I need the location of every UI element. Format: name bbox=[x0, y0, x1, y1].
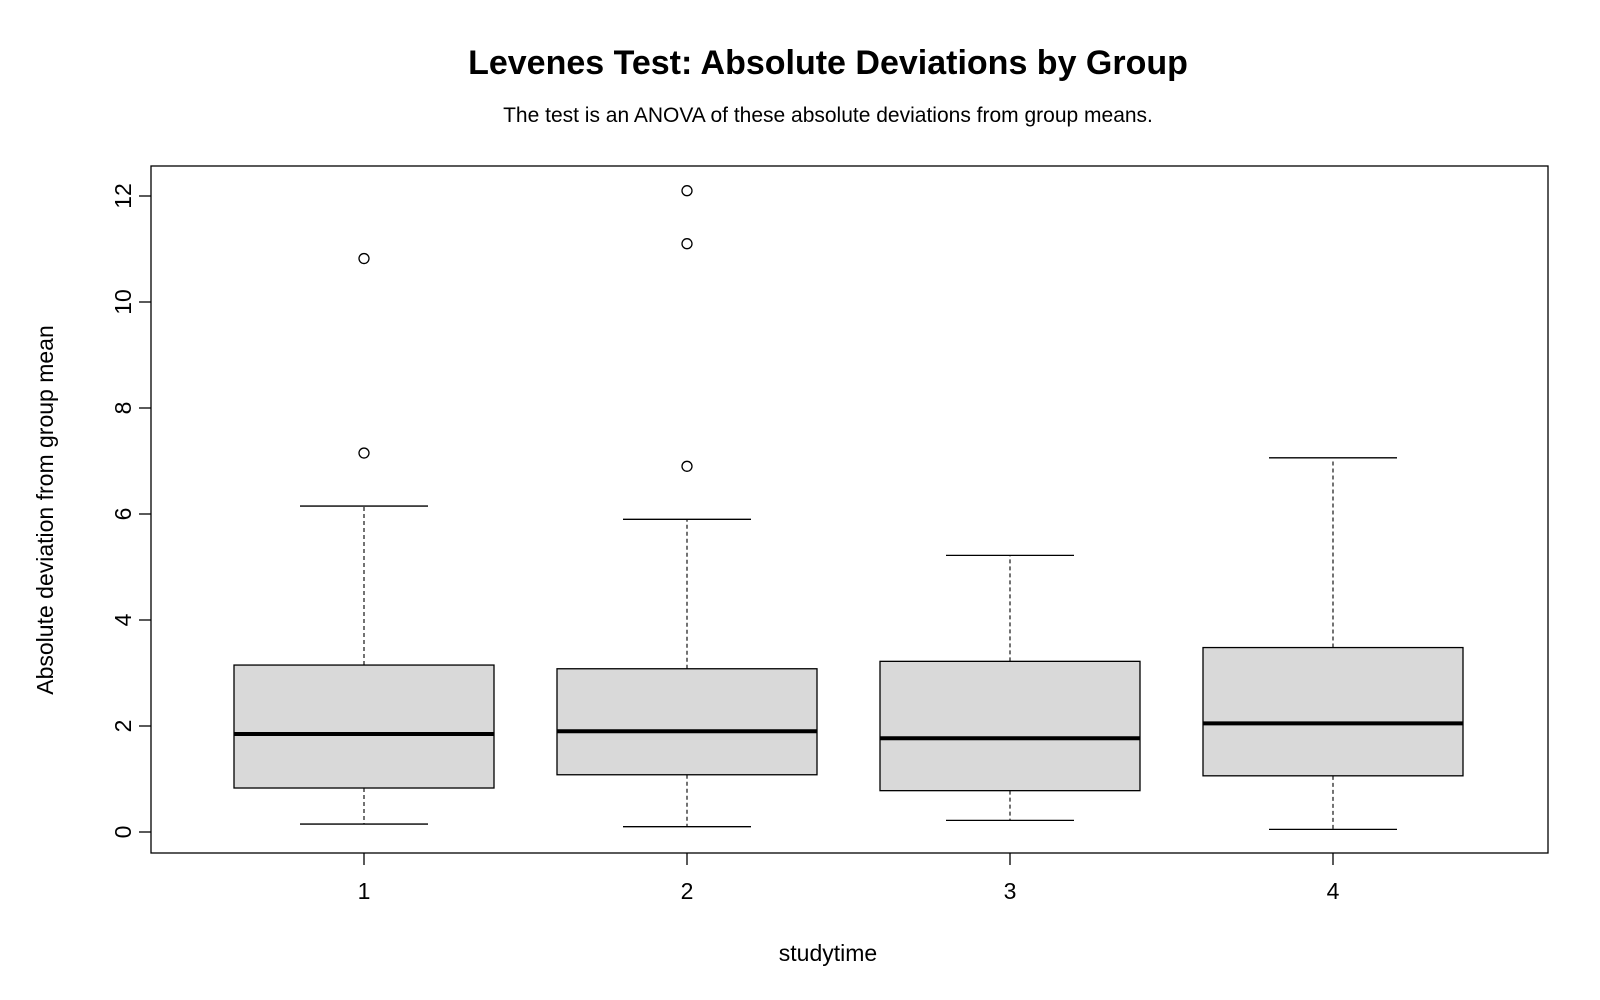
y-tick-label: 0 bbox=[110, 826, 136, 839]
x-axis-label: studytime bbox=[779, 940, 877, 966]
outlier-point bbox=[681, 238, 693, 250]
x-tick-label: 2 bbox=[681, 878, 694, 904]
y-tick-label: 6 bbox=[110, 508, 136, 521]
chart-title: Levenes Test: Absolute Deviations by Gro… bbox=[468, 44, 1188, 82]
iqr-box bbox=[879, 660, 1141, 792]
outlier-point bbox=[358, 447, 370, 459]
y-tick-label: 10 bbox=[110, 289, 136, 315]
x-tick-label: 3 bbox=[1004, 878, 1017, 904]
outlier-point bbox=[681, 460, 693, 472]
outlier-point bbox=[358, 252, 370, 265]
y-tick-label: 12 bbox=[110, 183, 136, 209]
box-group-4 bbox=[1202, 457, 1464, 830]
box-group-1 bbox=[233, 252, 495, 825]
plot-frame bbox=[150, 165, 1549, 854]
x-tick-label: 4 bbox=[1327, 878, 1340, 904]
chart-subtitle: The test is an ANOVA of these absolute d… bbox=[503, 104, 1153, 127]
outlier-point bbox=[681, 185, 693, 197]
iqr-box bbox=[1202, 646, 1464, 777]
y-tick-label: 2 bbox=[110, 720, 136, 733]
box-group-2 bbox=[556, 185, 818, 828]
y-axis-label: Absolute deviation from group mean bbox=[32, 325, 58, 695]
y-tick-label: 4 bbox=[110, 613, 136, 626]
y-tick-label: 8 bbox=[110, 402, 136, 415]
box-group-3 bbox=[879, 554, 1141, 821]
iqr-box bbox=[556, 668, 818, 776]
iqr-box bbox=[233, 664, 495, 789]
x-tick-label: 1 bbox=[358, 878, 371, 904]
